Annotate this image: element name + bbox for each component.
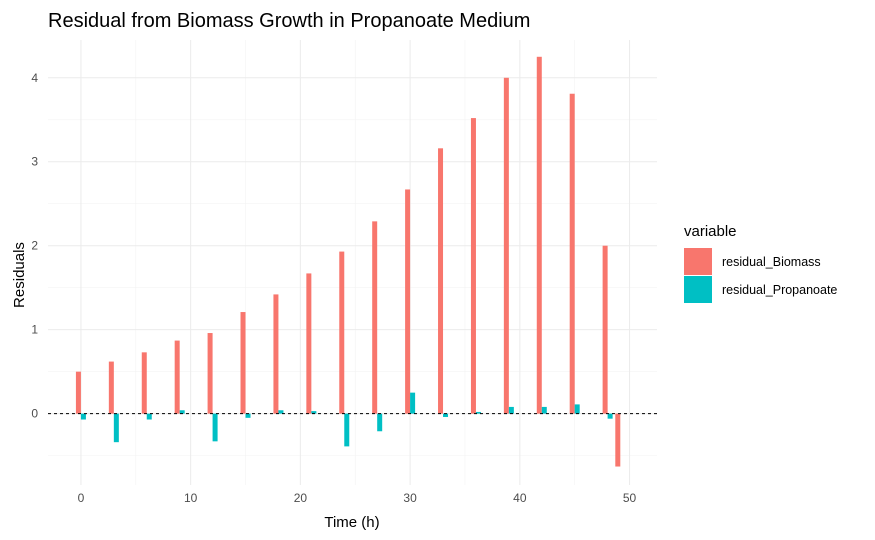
- legend: variable residual_Biomass residual_Propan…: [684, 223, 837, 303]
- x-tick-label: 0: [78, 491, 85, 505]
- legend-label: residual_Propanoate: [722, 283, 837, 297]
- bar-residual_Biomass: [339, 251, 345, 414]
- grid: [48, 40, 657, 485]
- bar-residual_Propanoate: [311, 411, 317, 414]
- x-tick-label: 10: [184, 491, 198, 505]
- bar-residual_Propanoate: [475, 411, 481, 414]
- bar-residual_Propanoate: [344, 413, 350, 447]
- legend-label: residual_Biomass: [722, 255, 821, 269]
- chart-title: Residual from Biomass Growth in Propanoa…: [48, 10, 530, 32]
- bar-residual_Biomass: [75, 371, 81, 414]
- bar-residual_Biomass: [207, 333, 213, 414]
- y-tick-label: 2: [31, 239, 38, 253]
- x-axis-title: Time (h): [324, 514, 379, 531]
- bar-residual_Biomass: [372, 221, 378, 414]
- bar-residual_Propanoate: [443, 413, 449, 417]
- bar-residual_Propanoate: [113, 413, 119, 443]
- bar-residual_Propanoate: [278, 410, 284, 414]
- y-tick-label: 4: [31, 71, 38, 85]
- bar-residual_Biomass: [174, 340, 180, 414]
- x-tick-label: 40: [513, 491, 527, 505]
- bar-residual_Biomass: [615, 413, 621, 467]
- bar-residual_Biomass: [503, 77, 509, 414]
- bar-residual_Biomass: [470, 118, 476, 414]
- y-tick-label: 3: [31, 155, 38, 169]
- bar-residual_Propanoate: [245, 413, 251, 418]
- y-axis-title: Residuals: [11, 242, 28, 308]
- legend-swatch-residual_Propanoate: [684, 276, 712, 303]
- bar-residual_Biomass: [405, 189, 411, 414]
- bar-residual_Propanoate: [607, 413, 613, 419]
- bar-residual_Propanoate: [146, 413, 152, 420]
- x-axis-ticks: 0 10 20 30 40 50: [78, 491, 637, 505]
- bar-residual_Propanoate: [508, 406, 514, 414]
- bar-residual_Biomass: [536, 56, 542, 414]
- bar-residual_Propanoate: [80, 413, 86, 420]
- bar-residual_Propanoate: [410, 392, 416, 414]
- bar-residual_Propanoate: [212, 413, 218, 442]
- legend-swatch-residual_Biomass: [684, 248, 712, 275]
- x-tick-label: 20: [294, 491, 308, 505]
- y-tick-label: 0: [31, 407, 38, 421]
- y-tick-label: 1: [31, 323, 38, 337]
- bars: [75, 56, 621, 467]
- bar-residual_Biomass: [108, 361, 114, 414]
- bar-residual_Propanoate: [179, 410, 185, 414]
- x-tick-label: 30: [403, 491, 417, 505]
- bar-residual_Biomass: [273, 294, 279, 414]
- bar-residual_Biomass: [602, 245, 608, 414]
- y-axis-ticks: 0 1 2 3 4: [31, 71, 38, 421]
- bar-residual_Biomass: [240, 312, 246, 414]
- bar-residual_Biomass: [438, 148, 444, 414]
- bar-residual_Biomass: [569, 93, 575, 414]
- bar-residual_Propanoate: [377, 413, 383, 432]
- bar-residual_Biomass: [141, 352, 147, 414]
- x-tick-label: 50: [623, 491, 637, 505]
- bar-residual_Biomass: [306, 273, 312, 414]
- legend-items: residual_Biomass residual_Propanoate: [684, 248, 837, 303]
- legend-title: variable: [684, 223, 737, 240]
- bar-residual_Propanoate: [541, 406, 547, 414]
- bar-residual_Propanoate: [574, 404, 580, 414]
